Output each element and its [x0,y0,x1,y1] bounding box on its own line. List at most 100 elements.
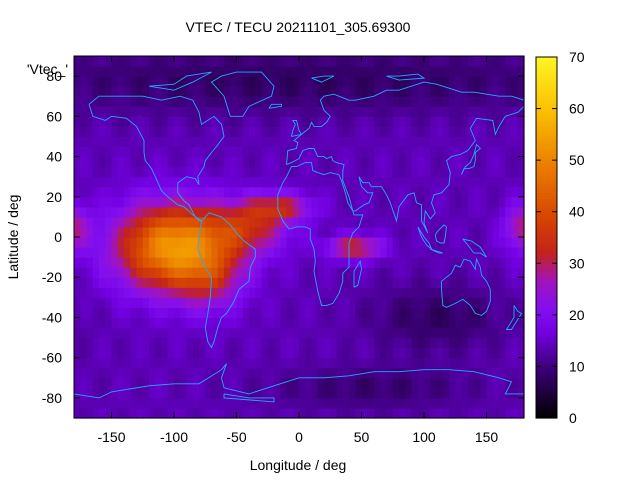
heatmap-cell [430,367,438,379]
heatmap-cell [467,226,475,238]
heatmap-cell [99,377,106,389]
colorbar-segment [536,327,557,332]
heatmap-cell [155,377,163,389]
heatmap-cell [330,347,338,359]
heatmap-cell [317,146,325,158]
heatmap-cell [205,206,213,218]
heatmap-cell [436,86,444,97]
heatmap-cell [480,337,488,349]
heatmap-cell [180,216,188,228]
heatmap-cell [467,387,475,399]
heatmap-cell [186,407,194,419]
heatmap-cell [199,257,206,268]
heatmap-cell [405,156,413,168]
heatmap-cell [442,347,450,359]
heatmap-cell [449,196,456,208]
heatmap-cell [474,106,481,117]
heatmap-cell [311,206,319,218]
heatmap-cell [361,66,369,77]
heatmap-cell [130,327,138,339]
heatmap-cell [155,156,163,168]
heatmap-cell [430,357,438,369]
heatmap-cell [199,237,206,248]
heatmap-cell [174,166,181,178]
heatmap-cell [405,367,413,379]
heatmap-cell [267,96,275,107]
heatmap-cell [267,186,275,198]
heatmap-cell [461,377,469,389]
heatmap-cell [111,206,119,218]
heatmap-cell [442,327,450,339]
heatmap-cell [224,347,231,359]
heatmap-cell [324,76,331,87]
heatmap-cell [292,377,300,389]
heatmap-cell [361,166,369,178]
heatmap-cell [99,387,106,399]
heatmap-cell [455,347,463,359]
heatmap-cell [192,196,200,208]
heatmap-cell [230,327,238,339]
colorbar-segment [536,114,557,118]
heatmap-cell [436,196,444,208]
heatmap-cell [249,126,256,138]
heatmap-cell [161,297,169,308]
heatmap-cell [86,206,94,218]
heatmap-cell [349,66,356,77]
heatmap-cell [336,257,344,268]
heatmap-cell [424,387,431,399]
heatmap-cell [142,267,150,278]
heatmap-cell [192,66,200,77]
heatmap-cell [211,116,219,127]
heatmap-cell [349,226,356,238]
heatmap-cell [430,156,438,168]
colorbar-segment [536,57,557,61]
heatmap-cell [142,106,150,117]
heatmap-cell [155,267,163,278]
heatmap-cell [367,56,375,67]
heatmap-cell [105,76,113,87]
heatmap-cell [117,206,125,218]
heatmap-cell [167,347,175,359]
heatmap-cell [361,267,369,278]
heatmap-cell [336,76,344,87]
heatmap-cell [192,267,200,278]
heatmap-cell [361,216,369,228]
heatmap-cell [124,337,131,349]
heatmap-cell [142,76,150,87]
heatmap-cell [505,307,513,319]
heatmap-cell [117,257,125,268]
heatmap-cell [505,136,513,148]
heatmap-cell [511,267,519,278]
heatmap-cell [324,387,331,399]
heatmap-cell [492,277,500,288]
heatmap-cell [186,216,194,228]
heatmap-cell [430,216,438,228]
heatmap-cell [105,267,113,278]
heatmap-cell [355,357,363,369]
colorbar-segment [536,90,557,94]
heatmap-cell [74,126,81,138]
heatmap-cell [74,397,81,409]
heatmap-cell [342,96,350,107]
heatmap-cell [92,257,100,268]
heatmap-cell [367,176,375,188]
heatmap-cell [267,287,275,298]
heatmap-cell [305,86,313,97]
heatmap-cell [461,96,469,107]
heatmap-cell [274,166,281,178]
heatmap-cell [249,367,256,379]
heatmap-cell [136,66,144,77]
heatmap-cell [186,277,194,288]
heatmap-cell [299,267,306,278]
heatmap-cell [330,116,338,127]
heatmap-cell [342,297,350,308]
colorbar-segment [536,168,557,172]
heatmap-cell [80,367,88,379]
heatmap-cell [199,327,206,339]
heatmap-cell [205,176,213,188]
colorbar-segment [536,246,557,251]
heatmap-cell [386,357,394,369]
heatmap-cell [461,176,469,188]
heatmap-cell [92,397,100,409]
heatmap-cell [505,156,513,168]
